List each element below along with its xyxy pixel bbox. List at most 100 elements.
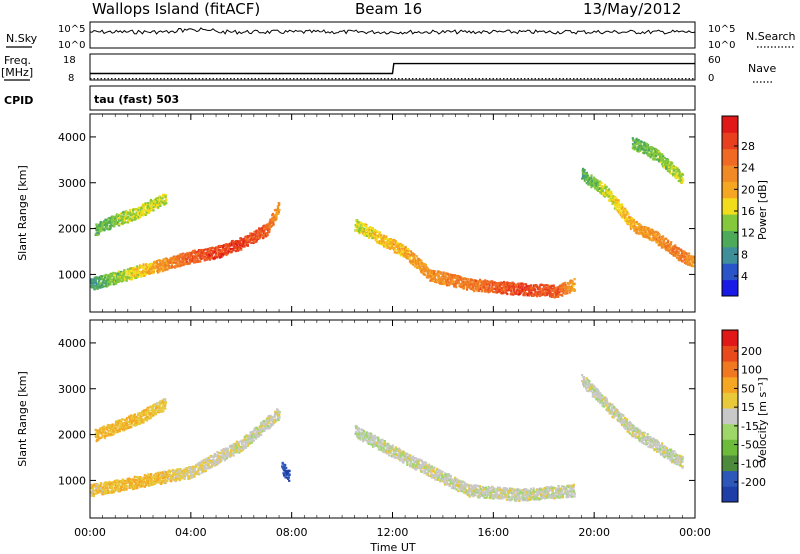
heatmap-cell: [439, 280, 442, 283]
heatmap-cell: [207, 255, 210, 258]
heatmap-cell: [656, 231, 660, 234]
heatmap-cell: [189, 470, 192, 473]
heatmap-cell: [101, 488, 104, 491]
heatmap-cell: [639, 148, 642, 151]
heatmap-cell: [672, 169, 675, 173]
heatmap-cell: [561, 288, 564, 291]
heatmap-cell: [668, 162, 671, 165]
heatmap-cell: [650, 150, 653, 153]
heatmap-cell: [106, 225, 109, 229]
heatmap-cell: [501, 283, 504, 286]
heatmap-cell: [94, 428, 97, 431]
heatmap-cell: [141, 210, 144, 213]
heatmap-cell: [225, 456, 229, 460]
heatmap-cell: [217, 253, 220, 256]
heatmap-cell: [470, 283, 473, 286]
heatmap-cell: [415, 259, 418, 262]
heatmap-cell: [591, 179, 594, 182]
heatmap-cell: [196, 254, 199, 258]
heatmap-cell: [648, 148, 651, 152]
heatmap-cell: [200, 467, 203, 470]
heatmap-cell: [121, 488, 124, 491]
heatmap-cell: [221, 453, 225, 456]
heatmap-cell: [214, 254, 218, 257]
heatmap-cell: [685, 262, 688, 265]
heatmap-cell: [680, 175, 683, 178]
cpid-value: tau (fast) 503: [94, 93, 179, 106]
heatmap-cell: [227, 246, 230, 249]
heatmap-cell: [255, 239, 259, 242]
heatmap-cell: [513, 289, 516, 292]
heatmap-cell: [668, 166, 671, 169]
heatmap-cell: [222, 457, 225, 460]
heatmap-cell: [670, 167, 673, 170]
heatmap-cell: [142, 214, 145, 217]
heatmap-cell: [237, 449, 240, 452]
heatmap-cell: [272, 214, 275, 217]
heatmap-cell: [92, 495, 95, 498]
heatmap-cell: [483, 283, 486, 286]
heatmap-cell: [549, 294, 552, 297]
heatmap-cell: [593, 178, 596, 181]
heatmap-cell: [163, 474, 166, 477]
heatmap-cell: [153, 200, 156, 203]
heatmap-cell: [602, 187, 605, 190]
heatmap-cell: [133, 480, 136, 483]
heatmap-cell: [240, 243, 243, 246]
heatmap-cell: [359, 226, 362, 229]
heatmap-cell: [176, 257, 180, 260]
heatmap-cell: [610, 191, 613, 194]
heatmap-cell: [247, 441, 250, 444]
heatmap-cell: [182, 252, 185, 255]
heatmap-cell: [138, 483, 141, 486]
heatmap-cell: [180, 254, 183, 257]
heatmap-cell: [256, 428, 260, 431]
heatmap-cell: [681, 260, 684, 263]
heatmap-cell: [524, 283, 528, 286]
heatmap-cell: [213, 248, 217, 251]
heatmap-cell: [164, 262, 167, 265]
heatmap-cell: [657, 239, 660, 242]
heatmap-cell: [112, 271, 115, 274]
heatmap-cell: [131, 488, 134, 491]
heatmap-cell: [606, 194, 609, 197]
heatmap-cell: [411, 260, 414, 263]
heatmap-cell: [546, 293, 549, 297]
heatmap-cell: [660, 244, 663, 247]
heatmap-cell: [271, 224, 274, 227]
heatmap-cell: [135, 271, 138, 274]
heatmap-cell: [222, 447, 225, 451]
heatmap-cell: [129, 212, 132, 215]
heatmap-cell: [675, 176, 678, 180]
heatmap-cell: [94, 226, 97, 229]
heatmap-cell: [195, 250, 198, 254]
y-tick-label: 3000: [58, 177, 86, 190]
heatmap-cell: [601, 189, 604, 192]
heatmap-cell: [100, 482, 103, 486]
heatmap-cell: [362, 223, 365, 226]
heatmap-cell: [600, 190, 603, 193]
heatmap-cell: [141, 271, 144, 274]
heatmap-cell: [145, 211, 148, 214]
heatmap-cell: [104, 486, 107, 489]
heatmap-cell: [103, 488, 106, 491]
heatmap-cell: [636, 228, 639, 231]
heatmap-cell: [666, 162, 669, 165]
nsearch-label: N.Search: [746, 30, 796, 43]
heatmap-cell: [173, 477, 176, 480]
heatmap-cell: [110, 222, 113, 225]
heatmap-cell: [154, 200, 157, 204]
heatmap-cell: [181, 256, 184, 260]
heatmap-cell: [675, 171, 678, 174]
heatmap-cell: [405, 253, 408, 256]
heatmap-cell: [644, 235, 647, 238]
heatmap-cell: [131, 213, 134, 216]
heatmap-cell: [678, 254, 681, 257]
heatmap-cell: [120, 215, 123, 218]
heatmap-cell: [432, 277, 435, 280]
heatmap-cell: [361, 232, 364, 235]
heatmap-cell: [443, 283, 446, 286]
heatmap-cell: [135, 211, 138, 214]
heatmap-cell: [257, 237, 260, 240]
heatmap-cell: [418, 258, 422, 261]
